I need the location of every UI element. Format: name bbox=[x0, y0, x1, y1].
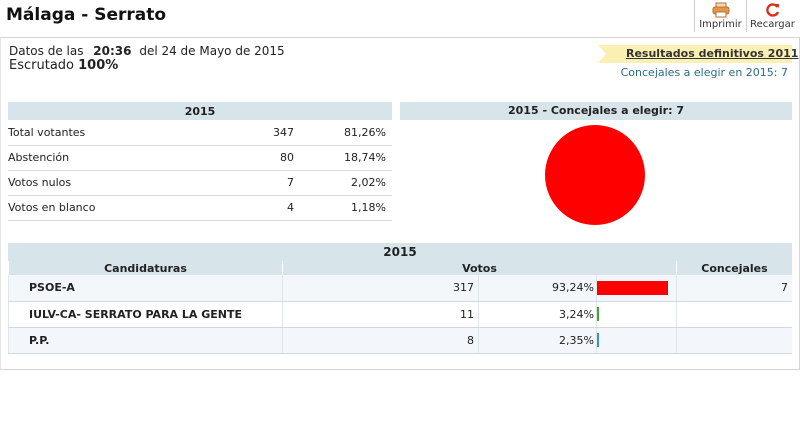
summary-label: Total votantes bbox=[8, 120, 208, 146]
party-bar-cell bbox=[596, 301, 677, 328]
party-vote-bar bbox=[597, 333, 599, 347]
reload-button[interactable]: Recargar bbox=[746, 0, 798, 32]
table-row: Total votantes 347 81,26% bbox=[8, 120, 392, 146]
summary-percent: 81,26% bbox=[298, 120, 392, 146]
seats-pie-chart bbox=[545, 125, 645, 225]
summary-percent: 18,74% bbox=[298, 145, 392, 171]
definitive-results-badge bbox=[598, 45, 792, 63]
concejales-to-elect: Concejales a elegir en 2015: 7 bbox=[620, 66, 788, 79]
table-row: IULV-CA- SERRATO PARA LA GENTE 11 3,24% bbox=[8, 301, 792, 328]
summary-label: Votos en blanco bbox=[8, 195, 208, 221]
print-button[interactable]: Imprimir bbox=[694, 0, 746, 32]
summary-percent: 2,02% bbox=[298, 170, 392, 196]
data-prefix: Datos de las bbox=[9, 44, 84, 58]
definitive-results-link[interactable]: Resultados definitivos 2011 bbox=[626, 47, 799, 60]
summary-count: 347 bbox=[208, 120, 298, 146]
seats-chart-header: 2015 - Concejales a elegir: 7 bbox=[400, 102, 792, 120]
party-percent: 3,24% bbox=[478, 301, 597, 328]
summary-header: 2015 bbox=[8, 102, 392, 120]
printer-icon bbox=[712, 2, 729, 18]
table-row: Votos en blanco 4 1,18% bbox=[8, 195, 392, 221]
reload-icon bbox=[765, 3, 779, 17]
party-name: PSOE-A bbox=[8, 275, 283, 302]
summary-label: Votos nulos bbox=[8, 170, 208, 196]
scrutiny-label: Escrutado bbox=[9, 58, 74, 73]
scrutiny-value: 100% bbox=[78, 58, 119, 73]
summary-percent: 1,18% bbox=[298, 195, 392, 221]
party-bar-cell bbox=[596, 275, 677, 302]
party-votes: 8 bbox=[282, 327, 479, 354]
page-title: Málaga - Serrato bbox=[6, 5, 167, 25]
pie-slice bbox=[545, 125, 645, 225]
table-row: Abstención 80 18,74% bbox=[8, 145, 392, 171]
party-seats bbox=[676, 301, 792, 328]
col-candidaturas: Candidaturas bbox=[8, 261, 283, 275]
col-votos: Votos bbox=[282, 261, 677, 275]
party-name: P.P. bbox=[8, 327, 283, 354]
party-vote-bar bbox=[597, 307, 599, 321]
data-time: 20:36 bbox=[93, 44, 132, 58]
party-seats: 7 bbox=[676, 275, 792, 302]
toolbar: Imprimir Recargar bbox=[694, 0, 798, 34]
summary-count: 7 bbox=[208, 170, 298, 196]
print-label: Imprimir bbox=[699, 19, 742, 30]
summary-label: Abstención bbox=[8, 145, 208, 171]
party-percent: 93,24% bbox=[478, 275, 597, 302]
reload-label: Recargar bbox=[750, 19, 795, 30]
page-header: Málaga - Serrato Imprimir Recargar bbox=[0, 0, 800, 36]
summary-count: 4 bbox=[208, 195, 298, 221]
summary-count: 80 bbox=[208, 145, 298, 171]
summary-table: 2015 Total votantes 347 81,26% Abstenció… bbox=[8, 102, 392, 221]
party-votes: 317 bbox=[282, 275, 479, 302]
table-row: Votos nulos 7 2,02% bbox=[8, 170, 392, 196]
table-row: P.P. 8 2,35% bbox=[8, 327, 792, 354]
results-table: Candidaturas Votos Concejales PSOE-A 317… bbox=[8, 261, 792, 354]
party-bar-cell bbox=[596, 327, 677, 354]
table-row: PSOE-A 317 93,24% 7 bbox=[8, 275, 792, 302]
col-concejales: Concejales bbox=[676, 261, 792, 275]
party-seats bbox=[676, 327, 792, 354]
party-percent: 2,35% bbox=[478, 327, 597, 354]
data-date: del 24 de Mayo de 2015 bbox=[139, 44, 285, 58]
results-header: 2015 bbox=[8, 243, 792, 261]
party-name: IULV-CA- SERRATO PARA LA GENTE bbox=[8, 301, 283, 328]
party-votes: 11 bbox=[282, 301, 479, 328]
party-vote-bar bbox=[597, 280, 668, 295]
data-timestamp: Datos de las 20:36 del 24 de Mayo de 201… bbox=[9, 44, 285, 74]
